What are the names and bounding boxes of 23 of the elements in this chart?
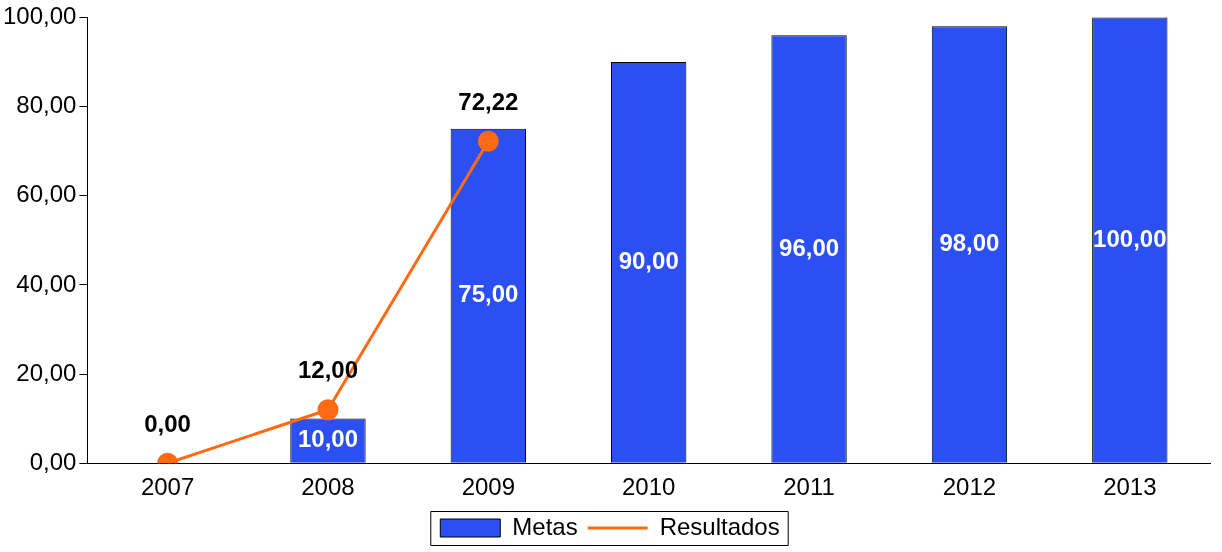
data-label: 72,22	[458, 87, 519, 115]
data-label: 98,00	[939, 229, 1000, 257]
data-label: 10,00	[297, 425, 358, 453]
legend-label: Metas	[512, 512, 578, 540]
y-tick-label: 40,00	[16, 269, 77, 297]
data-label: 96,00	[779, 233, 840, 261]
x-tick-label: 2010	[622, 473, 676, 501]
data-label: 100,00	[1093, 224, 1167, 252]
x-tick-label: 2009	[461, 473, 516, 501]
data-label: 75,00	[458, 280, 519, 308]
x-tick-label: 2007	[140, 473, 195, 501]
legend-label: Resultados	[659, 512, 780, 540]
x-tick-label: 2008	[301, 473, 355, 501]
y-tick-label: 80,00	[16, 91, 77, 119]
data-label: 90,00	[618, 246, 679, 274]
y-tick-label: 20,00	[16, 358, 77, 386]
y-tick-label: 60,00	[16, 180, 77, 208]
x-tick-label: 2013	[1103, 473, 1157, 501]
y-tick-label: 100,00	[3, 2, 77, 30]
data-label: 0,00	[144, 409, 191, 437]
y-tick-label: 0,00	[29, 447, 77, 475]
x-tick-label: 2011	[783, 473, 835, 501]
x-tick-label: 2012	[942, 473, 997, 501]
